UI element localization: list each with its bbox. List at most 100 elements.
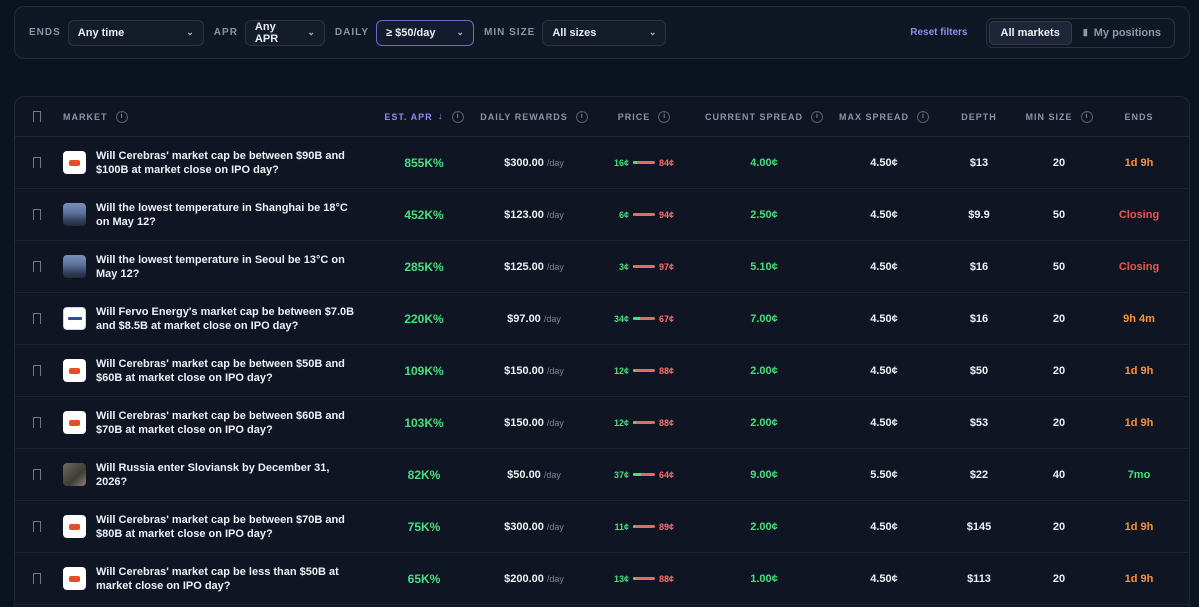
my-positions-button[interactable]: ▮ My positions: [1072, 21, 1172, 45]
ends-cell: 1d 9h: [1099, 573, 1179, 585]
market-cell[interactable]: Will Cerebras' market cap be between $70…: [59, 513, 369, 541]
est-apr-header-label: EST. APR: [384, 111, 433, 122]
market-cell[interactable]: Will Cerebras' market cap be between $90…: [59, 149, 369, 177]
table-row[interactable]: Will the lowest temperature in Seoul be …: [15, 241, 1189, 293]
info-icon[interactable]: i: [658, 110, 671, 123]
per-day-unit: /day: [546, 261, 564, 272]
bookmark-icon[interactable]: [32, 521, 41, 535]
info-icon[interactable]: i: [451, 110, 464, 123]
no-price: 84¢: [659, 157, 675, 168]
bookmark-icon[interactable]: [32, 313, 41, 327]
price-bar: [633, 525, 655, 528]
depth-column-header[interactable]: DEPTH: [939, 112, 1019, 122]
yes-price: 3¢: [618, 261, 629, 272]
ends-cell: Closing: [1099, 209, 1179, 221]
current-spread-value: 5.10¢: [750, 260, 778, 273]
market-title[interactable]: Will Russia enter Sloviansk by December …: [96, 461, 330, 488]
price-bar-fill: [633, 421, 636, 424]
market-cell[interactable]: Will Russia enter Sloviansk by December …: [59, 461, 369, 489]
reset-filters-link[interactable]: Reset filters: [910, 27, 968, 38]
market-cell[interactable]: Will Cerebras' market cap be between $50…: [59, 357, 369, 385]
min-size-select[interactable]: All sizes ⌄: [542, 19, 667, 46]
daily-rewards-cell: $123.00 /day: [479, 209, 589, 221]
depth-value: $16: [969, 312, 989, 325]
market-title[interactable]: Will Cerebras' market cap be less than $…: [96, 565, 339, 592]
current-spread-cell: 2.00¢: [699, 521, 829, 533]
bookmark-icon[interactable]: [32, 261, 41, 275]
min-size-value: 20: [1052, 520, 1066, 533]
market-column-header[interactable]: MARKET i: [59, 110, 369, 123]
daily-rewards-cell: $300.00 /day: [479, 521, 589, 533]
bookmark-cell[interactable]: [15, 157, 59, 171]
market-thumbnail: [63, 203, 86, 226]
est-apr-column-header[interactable]: EST. APR ↓ i: [369, 110, 479, 123]
info-icon[interactable]: i: [811, 110, 823, 123]
max-spread-value: 4.50¢: [870, 156, 898, 169]
bookmark-icon[interactable]: [32, 157, 41, 171]
bookmark-cell[interactable]: [15, 261, 59, 275]
table-row[interactable]: Will the lowest temperature in Shanghai …: [15, 189, 1189, 241]
table-row[interactable]: Will Cerebras' market cap be between $60…: [15, 397, 1189, 449]
table-row[interactable]: Will Fervo Energy's market cap be betwee…: [15, 293, 1189, 345]
bookmark-icon[interactable]: [32, 417, 41, 431]
price-bar: [633, 213, 655, 216]
market-title[interactable]: Will the lowest temperature in Seoul be …: [96, 253, 345, 280]
info-icon[interactable]: i: [1080, 110, 1093, 123]
ends-column-header[interactable]: ENDS: [1099, 112, 1179, 122]
bookmark-icon[interactable]: [32, 573, 41, 587]
market-cell[interactable]: Will the lowest temperature in Shanghai …: [59, 201, 369, 229]
bookmark-cell[interactable]: [15, 469, 59, 483]
bookmark-cell[interactable]: [15, 365, 59, 379]
current-spread-value: 9.00¢: [750, 468, 778, 481]
apr-select[interactable]: Any APR ⌄: [244, 19, 325, 46]
table-row[interactable]: Will Cerebras' market cap be between $50…: [15, 345, 1189, 397]
market-cell[interactable]: Will Fervo Energy's market cap be betwee…: [59, 305, 369, 333]
bookmark-icon[interactable]: [32, 469, 41, 483]
current-spread-column-header[interactable]: CURRENT SPREAD i: [699, 110, 829, 123]
chevron-down-icon: ⌄: [648, 27, 657, 37]
apr-select-value: Any APR: [254, 20, 279, 45]
market-title[interactable]: Will Cerebras' market cap be between $90…: [96, 149, 345, 176]
bookmark-cell[interactable]: [15, 209, 59, 223]
my-positions-label: My positions: [1093, 26, 1161, 39]
table-row[interactable]: Will Russia enter Sloviansk by December …: [15, 449, 1189, 501]
daily-rewards-column-header[interactable]: DAILY REWARDS i: [479, 110, 589, 123]
ends-value: 1d 9h: [1124, 156, 1154, 169]
market-cell[interactable]: Will Cerebras' market cap be between $60…: [59, 409, 369, 437]
price-column-header[interactable]: PRICE i: [589, 110, 699, 123]
daily-select[interactable]: ≥ $50/day ⌄: [376, 19, 475, 46]
est-apr-value: 220K%: [404, 311, 444, 326]
bookmark-icon[interactable]: [32, 209, 41, 223]
current-spread-header-label: CURRENT SPREAD: [704, 111, 803, 122]
min-size-cell: 20: [1019, 521, 1099, 533]
market-cell[interactable]: Will the lowest temperature in Seoul be …: [59, 253, 369, 281]
table-row[interactable]: Will Cerebras' market cap be less than $…: [15, 553, 1189, 605]
info-icon[interactable]: i: [575, 110, 588, 123]
market-title[interactable]: Will Cerebras' market cap be between $60…: [96, 409, 345, 436]
all-markets-button[interactable]: All markets: [988, 20, 1072, 45]
max-spread-value: 4.50¢: [870, 260, 898, 273]
market-cell[interactable]: Will Cerebras' market cap be less than $…: [59, 565, 369, 593]
max-spread-column-header[interactable]: MAX SPREAD i: [829, 110, 939, 123]
market-title[interactable]: Will Cerebras' market cap be between $50…: [96, 357, 345, 384]
market-title[interactable]: Will Cerebras' market cap be between $70…: [96, 513, 345, 540]
table-row[interactable]: Will Cerebras' market cap be between $70…: [15, 501, 1189, 553]
est-apr-cell: 82K%: [369, 468, 479, 482]
current-spread-cell: 2.00¢: [699, 365, 829, 377]
bookmark-cell[interactable]: [15, 573, 59, 587]
depth-cell: $13: [939, 157, 1019, 169]
info-icon[interactable]: i: [115, 110, 128, 123]
min-size-column-header[interactable]: MIN SIZE i: [1019, 110, 1099, 123]
ends-select[interactable]: Any time ⌄: [67, 19, 204, 46]
market-title[interactable]: Will Fervo Energy's market cap be betwee…: [96, 305, 355, 332]
bookmark-cell[interactable]: [15, 313, 59, 327]
market-title[interactable]: Will the lowest temperature in Shanghai …: [96, 201, 348, 228]
min-size-select-value: All sizes: [552, 26, 597, 39]
bookmark-icon[interactable]: [32, 365, 41, 379]
ends-value: Closing: [1118, 208, 1160, 221]
bookmark-cell[interactable]: [15, 417, 59, 431]
bookmark-cell[interactable]: [15, 521, 59, 535]
current-spread-value: 2.00¢: [750, 416, 778, 429]
info-icon[interactable]: i: [917, 110, 929, 123]
table-row[interactable]: Will Cerebras' market cap be between $90…: [15, 137, 1189, 189]
